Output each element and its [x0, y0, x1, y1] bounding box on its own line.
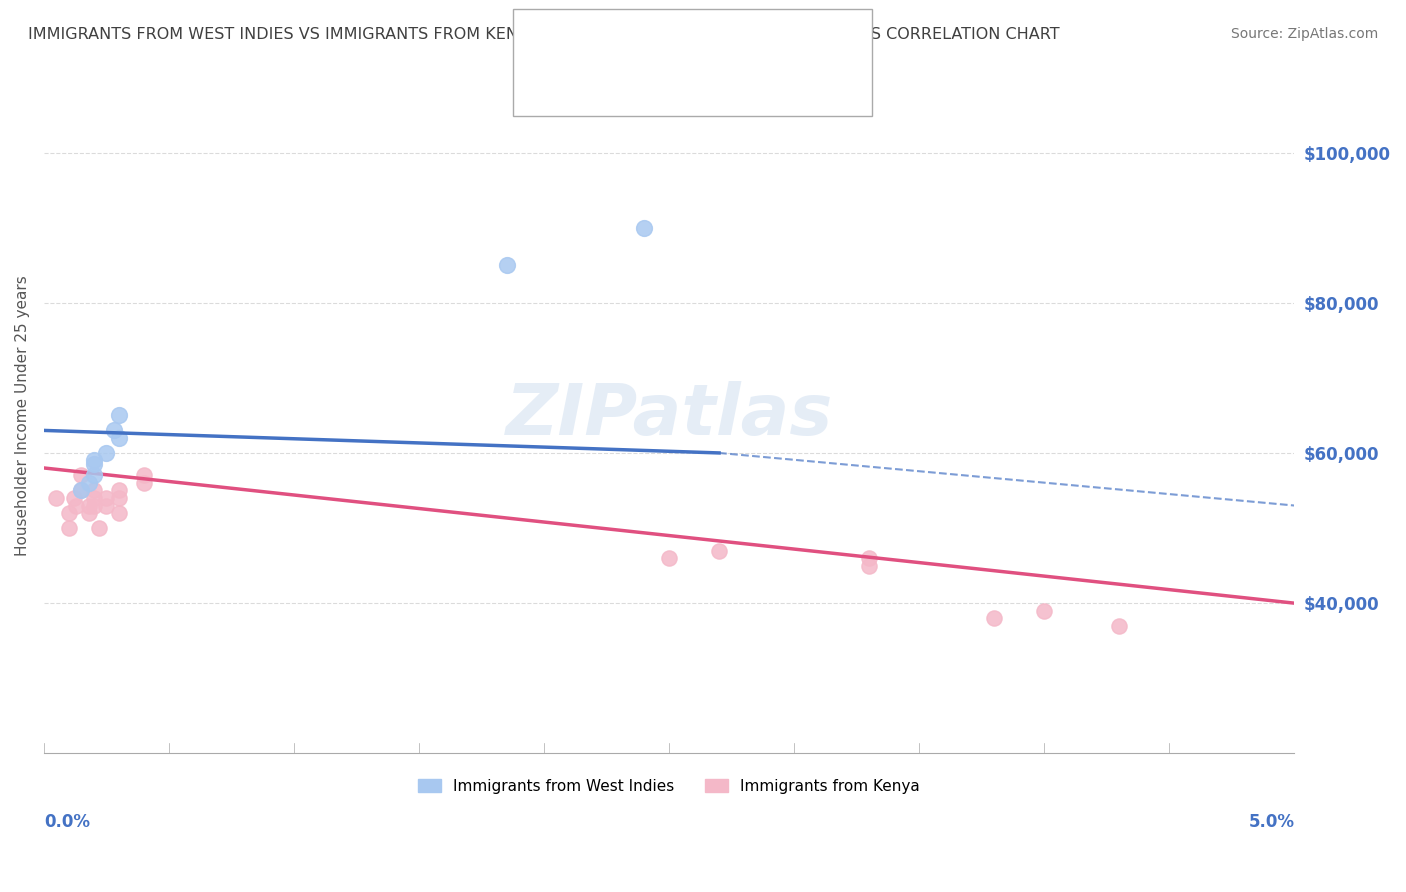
Point — [87, 521, 110, 535]
Point — [858, 551, 880, 566]
Text: IMMIGRANTS FROM WEST INDIES VS IMMIGRANTS FROM KENYA HOUSEHOLDER INCOME UNDER 25: IMMIGRANTS FROM WEST INDIES VS IMMIGRANT… — [28, 27, 1060, 42]
Point — [83, 468, 105, 483]
Legend: Immigrants from West Indies, Immigrants from Kenya: Immigrants from West Indies, Immigrants … — [412, 772, 927, 800]
Point — [77, 475, 100, 490]
Text: R = -0.098   N = 11: R = -0.098 N = 11 — [567, 43, 717, 58]
Point — [63, 491, 86, 505]
Point — [96, 499, 118, 513]
Point — [983, 611, 1005, 625]
Point — [1033, 604, 1056, 618]
Point — [108, 506, 131, 520]
Text: 5.0%: 5.0% — [1249, 814, 1295, 831]
Point — [132, 475, 155, 490]
Text: 0.0%: 0.0% — [44, 814, 90, 831]
Point — [108, 483, 131, 498]
Text: ZIPatlas: ZIPatlas — [505, 381, 832, 450]
Point — [108, 409, 131, 423]
Point — [58, 521, 80, 535]
Point — [96, 491, 118, 505]
Point — [83, 491, 105, 505]
Point — [65, 499, 87, 513]
Point — [70, 483, 93, 498]
Point — [1108, 618, 1130, 632]
Point — [77, 506, 100, 520]
Point — [77, 499, 100, 513]
Point — [58, 506, 80, 520]
Point — [45, 491, 67, 505]
Point — [633, 220, 655, 235]
Point — [83, 457, 105, 471]
Y-axis label: Householder Income Under 25 years: Householder Income Under 25 years — [15, 275, 30, 556]
Point — [658, 551, 681, 566]
Point — [707, 543, 730, 558]
Point — [83, 483, 105, 498]
Point — [70, 468, 93, 483]
Point — [103, 424, 125, 438]
Point — [858, 558, 880, 573]
Point — [83, 499, 105, 513]
Point — [495, 258, 517, 272]
Point — [132, 468, 155, 483]
Point — [108, 431, 131, 445]
Text: Source: ZipAtlas.com: Source: ZipAtlas.com — [1230, 27, 1378, 41]
Point — [70, 483, 93, 498]
Point — [108, 491, 131, 505]
Point — [96, 446, 118, 460]
Point — [83, 453, 105, 467]
Text: R = -0.474   N = 27: R = -0.474 N = 27 — [567, 70, 717, 85]
